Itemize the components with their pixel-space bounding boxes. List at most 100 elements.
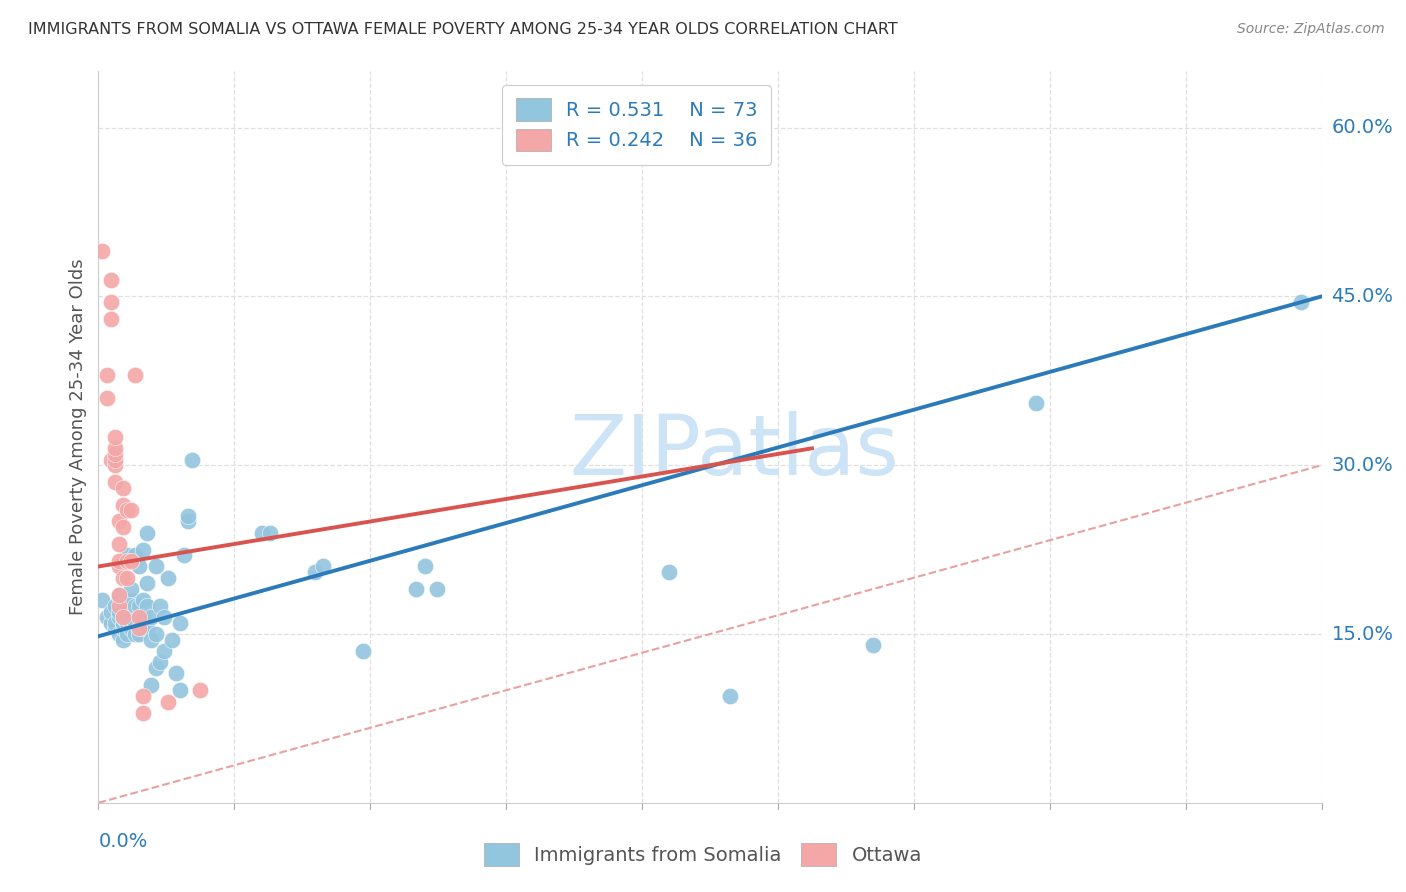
Point	[104, 452, 127, 467]
Point	[352, 644, 374, 658]
Point	[718, 689, 742, 703]
Point	[149, 599, 172, 613]
Point	[169, 683, 191, 698]
Point	[108, 537, 131, 551]
Point	[145, 627, 167, 641]
Point	[91, 593, 114, 607]
Point	[124, 368, 146, 383]
Point	[100, 312, 122, 326]
Point	[132, 593, 155, 607]
Point	[111, 610, 134, 624]
Point	[108, 605, 131, 619]
Point	[132, 542, 155, 557]
Point	[136, 576, 159, 591]
Point	[128, 559, 150, 574]
Point	[108, 588, 131, 602]
Point	[124, 548, 146, 562]
Text: ZIPatlas: ZIPatlas	[569, 411, 900, 492]
Point	[141, 632, 163, 647]
Point	[104, 621, 127, 635]
Point	[111, 520, 134, 534]
Point	[104, 599, 127, 613]
Point	[100, 295, 122, 310]
Point	[115, 571, 138, 585]
Point	[111, 599, 134, 613]
Point	[120, 621, 142, 635]
Text: IMMIGRANTS FROM SOMALIA VS OTTAWA FEMALE POVERTY AMONG 25-34 YEAR OLDS CORRELATI: IMMIGRANTS FROM SOMALIA VS OTTAWA FEMALE…	[28, 22, 898, 37]
Text: Source: ZipAtlas.com: Source: ZipAtlas.com	[1237, 22, 1385, 37]
Point	[658, 565, 681, 579]
Point	[128, 599, 150, 613]
Point	[108, 599, 131, 613]
Point	[108, 610, 131, 624]
Point	[188, 683, 212, 698]
Point	[115, 610, 138, 624]
Point	[111, 610, 134, 624]
Text: 45.0%: 45.0%	[1331, 287, 1393, 306]
Point	[169, 615, 191, 630]
Point	[128, 627, 150, 641]
Point	[250, 525, 273, 540]
Point	[136, 599, 159, 613]
Point	[120, 582, 142, 596]
Point	[108, 588, 131, 602]
Point	[100, 452, 122, 467]
Point	[156, 694, 179, 708]
Point	[108, 554, 131, 568]
Point	[111, 571, 134, 585]
Legend: R = 0.531    N = 73, R = 0.242    N = 36: R = 0.531 N = 73, R = 0.242 N = 36	[502, 85, 772, 165]
Point	[111, 621, 134, 635]
Point	[132, 689, 155, 703]
Point	[104, 615, 127, 630]
Point	[156, 571, 179, 585]
Text: 15.0%: 15.0%	[1331, 624, 1393, 643]
Point	[132, 610, 155, 624]
Point	[111, 632, 134, 647]
Point	[104, 430, 127, 444]
Point	[152, 644, 174, 658]
Point	[115, 627, 138, 641]
Point	[115, 554, 138, 568]
Point	[100, 615, 122, 630]
Point	[124, 599, 146, 613]
Point	[104, 458, 127, 473]
Point	[426, 582, 449, 596]
Point	[145, 661, 167, 675]
Legend: Immigrants from Somalia, Ottawa: Immigrants from Somalia, Ottawa	[477, 835, 929, 873]
Point	[413, 559, 436, 574]
Point	[312, 559, 335, 574]
Point	[111, 481, 134, 495]
Point	[120, 610, 142, 624]
Point	[132, 706, 155, 720]
Point	[128, 610, 150, 624]
Point	[128, 621, 150, 635]
Point	[108, 627, 131, 641]
Point	[177, 508, 200, 523]
Point	[304, 565, 326, 579]
Point	[124, 627, 146, 641]
Point	[115, 615, 138, 630]
Point	[111, 498, 134, 512]
Point	[104, 447, 127, 461]
Point	[120, 593, 142, 607]
Point	[115, 599, 138, 613]
Point	[96, 368, 118, 383]
Point	[862, 638, 884, 652]
Point	[104, 475, 127, 489]
Point	[120, 554, 142, 568]
Point	[165, 666, 187, 681]
Point	[132, 621, 155, 635]
Point	[108, 515, 131, 529]
Point	[120, 503, 142, 517]
Point	[128, 610, 150, 624]
Y-axis label: Female Poverty Among 25-34 Year Olds: Female Poverty Among 25-34 Year Olds	[69, 259, 87, 615]
Point	[100, 605, 122, 619]
Point	[115, 503, 138, 517]
Point	[104, 442, 127, 456]
Point	[152, 610, 174, 624]
Point	[136, 525, 159, 540]
Point	[136, 621, 159, 635]
Point	[100, 272, 122, 286]
Point	[160, 632, 183, 647]
Point	[181, 452, 204, 467]
